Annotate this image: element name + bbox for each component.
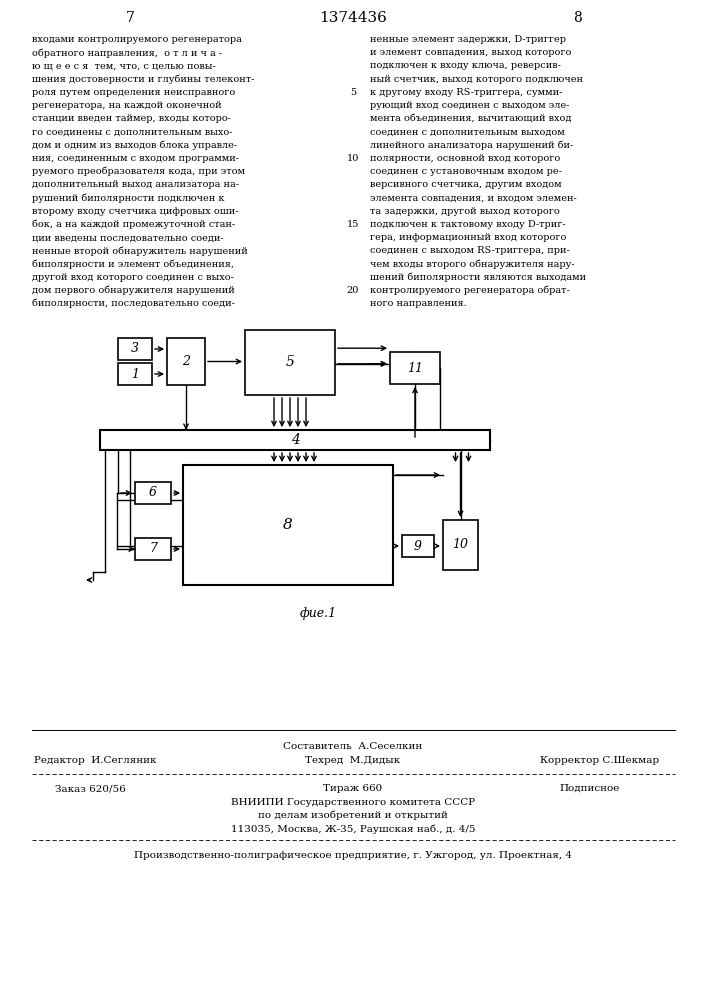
- Text: 1: 1: [131, 367, 139, 380]
- Text: 7: 7: [149, 542, 157, 556]
- Text: станции введен таймер, входы которо-: станции введен таймер, входы которо-: [32, 114, 231, 123]
- Text: 8: 8: [573, 11, 581, 25]
- Text: бок, а на каждой промежуточной стан-: бок, а на каждой промежуточной стан-: [32, 220, 235, 229]
- Bar: [183, 465, 393, 585]
- Text: соединен с выходом RS-триггера, при-: соединен с выходом RS-триггера, при-: [370, 246, 570, 255]
- Text: 6: 6: [149, 487, 157, 499]
- Text: версивного счетчика, другим входом: версивного счетчика, другим входом: [370, 180, 561, 189]
- Text: другой вход которого соединен с выхо-: другой вход которого соединен с выхо-: [32, 273, 234, 282]
- Text: биполярности, последовательно соеди-: биполярности, последовательно соеди-: [32, 299, 235, 308]
- Text: подключен к входу ключа, реверсив-: подключен к входу ключа, реверсив-: [370, 61, 561, 70]
- Text: Заказ 620/56: Заказ 620/56: [54, 784, 125, 793]
- Text: фие.1: фие.1: [300, 607, 337, 620]
- Text: шения достоверности и глубины телеконт-: шения достоверности и глубины телеконт-: [32, 75, 255, 84]
- Text: 3: 3: [131, 342, 139, 356]
- Text: гера, информационный вход которого: гера, информационный вход которого: [370, 233, 566, 242]
- Text: 10: 10: [452, 538, 469, 552]
- Text: мента объединения, вычитающий вход: мента объединения, вычитающий вход: [370, 114, 571, 123]
- Text: обратного направления,  о т л и ч а -: обратного направления, о т л и ч а -: [32, 48, 222, 58]
- Text: ненные элемент задержки, D-триггер: ненные элемент задержки, D-триггер: [370, 35, 566, 44]
- Text: Техред  М.Дидык: Техред М.Дидык: [305, 756, 401, 765]
- Text: дом первого обнаружителя нарушений: дом первого обнаружителя нарушений: [32, 286, 235, 295]
- Text: подключен к тактовому входу D-триг-: подключен к тактовому входу D-триг-: [370, 220, 566, 229]
- Text: роля путем определения неисправного: роля путем определения неисправного: [32, 88, 235, 97]
- Text: 20: 20: [347, 286, 359, 295]
- Text: Составитель  А.Сеселкин: Составитель А.Сеселкин: [284, 742, 423, 751]
- Text: 4: 4: [291, 433, 300, 447]
- Text: ю щ е е с я  тем, что, с целью повы-: ю щ е е с я тем, что, с целью повы-: [32, 61, 216, 70]
- Bar: [443, 520, 478, 570]
- Text: 5: 5: [286, 356, 294, 369]
- Text: 2: 2: [182, 355, 190, 368]
- Text: к другому входу RS-триггера, сумми-: к другому входу RS-триггера, сумми-: [370, 88, 562, 97]
- Text: 7: 7: [126, 11, 134, 25]
- Text: чем входы второго обнаружителя нару-: чем входы второго обнаружителя нару-: [370, 259, 575, 269]
- Text: линейного анализатора нарушений би-: линейного анализатора нарушений би-: [370, 141, 573, 150]
- Bar: [402, 535, 434, 557]
- Text: 113035, Москва, Ж-35, Раушская наб., д. 4/5: 113035, Москва, Ж-35, Раушская наб., д. …: [230, 824, 475, 834]
- Text: го соединены с дополнительным выхо-: го соединены с дополнительным выхо-: [32, 127, 233, 136]
- Bar: [118, 363, 152, 385]
- Bar: [135, 482, 171, 504]
- Text: ВНИИПИ Государственного комитета СССР: ВНИИПИ Государственного комитета СССР: [231, 798, 475, 807]
- Text: ный счетчик, выход которого подключен: ный счетчик, выход которого подключен: [370, 75, 583, 84]
- Text: биполярности и элемент объединения,: биполярности и элемент объединения,: [32, 259, 234, 269]
- Text: соединен с установочным входом ре-: соединен с установочным входом ре-: [370, 167, 562, 176]
- Text: рующий вход соединен с выходом эле-: рующий вход соединен с выходом эле-: [370, 101, 569, 110]
- Text: 1374436: 1374436: [319, 11, 387, 25]
- Text: шений биполярности являются выходами: шений биполярности являются выходами: [370, 273, 586, 282]
- Text: та задержки, другой выход которого: та задержки, другой выход которого: [370, 207, 560, 216]
- Text: контролируемого регенератора обрат-: контролируемого регенератора обрат-: [370, 286, 570, 295]
- Bar: [390, 352, 440, 384]
- Text: Редактор  И.Сегляник: Редактор И.Сегляник: [34, 756, 156, 765]
- Text: ния, соединенным с входом программи-: ния, соединенным с входом программи-: [32, 154, 239, 163]
- Text: соединен с дополнительным выходом: соединен с дополнительным выходом: [370, 127, 565, 136]
- Text: Подписное: Подписное: [560, 784, 620, 793]
- Text: руемого преобразователя кода, при этом: руемого преобразователя кода, при этом: [32, 167, 245, 176]
- Text: 5: 5: [350, 88, 356, 97]
- Text: входами контролируемого регенератора: входами контролируемого регенератора: [32, 35, 242, 44]
- Text: Производственно-полиграфическое предприятие, г. Ужгород, ул. Проектная, 4: Производственно-полиграфическое предприя…: [134, 851, 572, 860]
- Text: и элемент совпадения, выход которого: и элемент совпадения, выход которого: [370, 48, 571, 57]
- Text: 15: 15: [347, 220, 359, 229]
- Text: ненные второй обнаружитель нарушений: ненные второй обнаружитель нарушений: [32, 246, 247, 256]
- Text: второму входу счетчика цифровых оши-: второму входу счетчика цифровых оши-: [32, 207, 238, 216]
- Text: 9: 9: [414, 540, 422, 552]
- Text: рушений биполярности подключен к: рушений биполярности подключен к: [32, 193, 225, 203]
- Text: дополнительный выход анализатора на-: дополнительный выход анализатора на-: [32, 180, 239, 189]
- Text: ции введены последовательно соеди-: ции введены последовательно соеди-: [32, 233, 223, 242]
- Text: по делам изобретений и открытий: по делам изобретений и открытий: [258, 811, 448, 820]
- Bar: [118, 338, 152, 360]
- Bar: [245, 330, 335, 395]
- Bar: [135, 538, 171, 560]
- Text: 11: 11: [407, 361, 423, 374]
- Bar: [100, 430, 490, 450]
- Text: дом и одним из выходов блока управле-: дом и одним из выходов блока управле-: [32, 141, 237, 150]
- Bar: [167, 338, 205, 385]
- Text: 8: 8: [283, 518, 293, 532]
- Text: регенератора, на каждой оконечной: регенератора, на каждой оконечной: [32, 101, 221, 110]
- Text: 10: 10: [347, 154, 359, 163]
- Text: ного направления.: ного направления.: [370, 299, 467, 308]
- Text: Корректор С.Шекмар: Корректор С.Шекмар: [540, 756, 660, 765]
- Text: полярности, основной вход которого: полярности, основной вход которого: [370, 154, 560, 163]
- Text: Тираж 660: Тираж 660: [323, 784, 382, 793]
- Text: элемента совпадения, и входом элемен-: элемента совпадения, и входом элемен-: [370, 193, 577, 202]
